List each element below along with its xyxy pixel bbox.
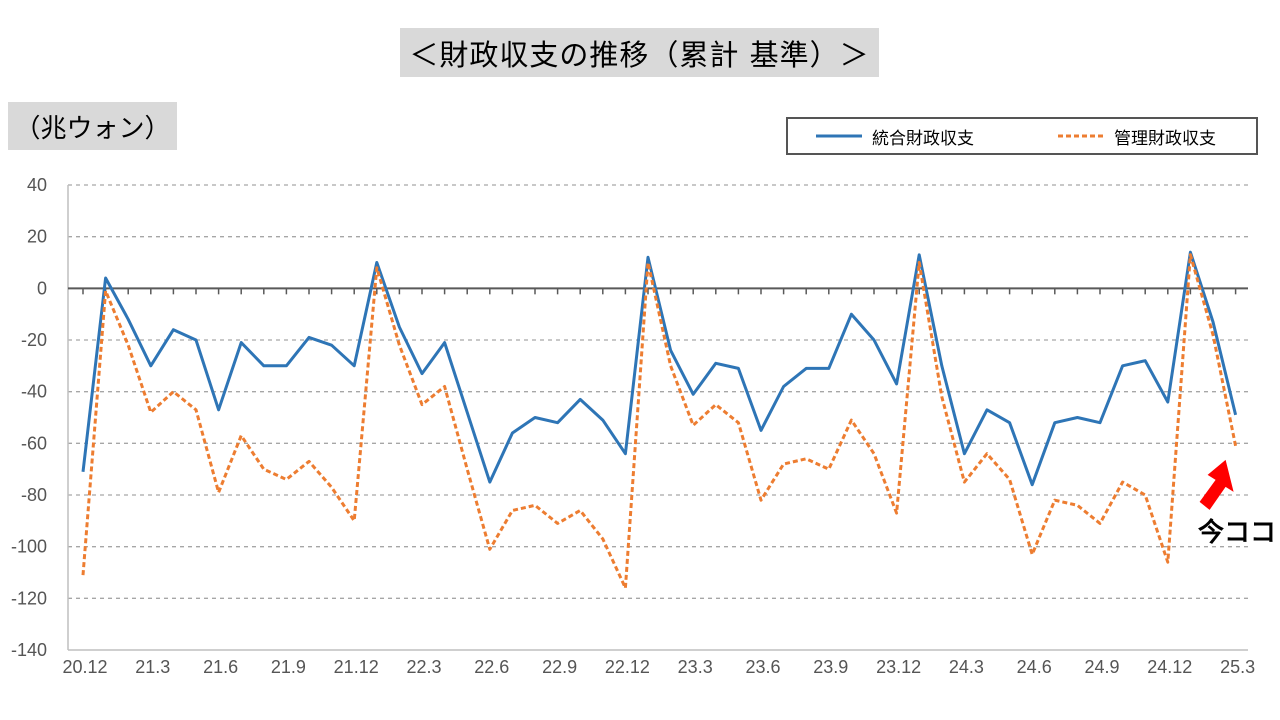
legend-label-managed: 管理財政収支 [1114,128,1216,149]
series-line-consolidated [81,250,1238,487]
y-tick-label: -120 [11,588,47,608]
y-tick-label: 40 [27,175,47,195]
x-tick-label: 24.9 [1084,657,1119,677]
y-tick-label: -60 [21,433,47,453]
y-tick-label: 0 [37,278,47,298]
x-tick-label: 25.3 [1220,657,1255,677]
x-tick-label: 23.3 [678,657,713,677]
x-tick-label: 22.6 [474,657,509,677]
x-tick-label: 21.3 [135,657,170,677]
x-tick-label: 22.9 [542,657,577,677]
y-tick-label: -40 [21,382,47,402]
red-arrow-icon [1199,459,1234,510]
x-tick-label: 24.12 [1147,657,1192,677]
y-tick-label: -80 [21,485,47,505]
y-tick-label: 20 [27,227,47,247]
y-tick-label: -100 [11,537,47,557]
x-tick-label: 23.6 [745,657,780,677]
y-tick-label: -20 [21,330,47,350]
legend-item-managed: 管理財政収支 [1058,119,1216,153]
current-position-label: 今ココ [1198,518,1277,548]
legend: 統合財政収支 管理財政収支 [786,117,1258,155]
x-tick-label: 22.3 [406,657,441,677]
legend-label-consolidated: 統合財政収支 [872,128,974,149]
series-line-managed [81,253,1238,590]
x-tick-label: 20.12 [62,657,107,677]
x-tick-label: 21.6 [203,657,238,677]
x-tick-label: 24.6 [1017,657,1052,677]
x-tick-label: 23.9 [813,657,848,677]
legend-line-solid-icon [816,134,862,138]
x-tick-label: 23.12 [876,657,921,677]
chart-title: ＜財政収支の推移（累計 基準）＞ [400,28,879,77]
x-tick-label: 21.12 [334,657,379,677]
x-tick-label: 24.3 [949,657,984,677]
x-tick-label: 21.9 [271,657,306,677]
legend-item-consolidated: 統合財政収支 [816,119,974,153]
y-tick-label: -140 [11,640,47,660]
y-axis-unit-label: （兆ウォン） [8,102,177,150]
x-tick-label: 22.12 [605,657,650,677]
